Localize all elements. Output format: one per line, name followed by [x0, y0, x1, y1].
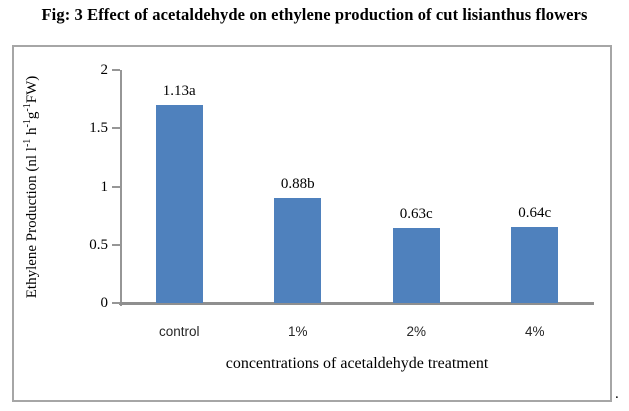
- bar-value-label: 0.63c: [399, 206, 433, 223]
- y-axis-title: Ethylene Production (nl l-1 h-1g-1FW): [22, 57, 44, 317]
- x-tick-label: control: [158, 324, 200, 339]
- superscript-text: -1: [22, 102, 33, 112]
- y-axis-title-text: FW): [24, 75, 40, 103]
- y-tick-label: 1.5: [89, 120, 108, 137]
- bar: [392, 228, 440, 303]
- bar: [511, 227, 559, 303]
- trailing-period: .: [615, 386, 619, 402]
- x-tick-label: 1%: [287, 324, 308, 339]
- x-axis-line: [119, 302, 594, 305]
- x-tick-label: 4%: [524, 324, 545, 339]
- y-tick-label: 0.5: [89, 236, 108, 253]
- y-axis-title-text: g: [24, 111, 40, 119]
- bar-value-label: 1.13a: [162, 82, 196, 99]
- x-tick-label: 2%: [406, 324, 426, 339]
- bar-value-label: 0.64c: [518, 205, 552, 222]
- chart-area: Ethylene Production (nl l-1 h-1g-1FW) co…: [12, 45, 612, 402]
- plot-area: Ethylene Production (nl l-1 h-1g-1FW) co…: [14, 47, 610, 400]
- y-axis-title-text: h: [24, 126, 40, 139]
- y-axis-line: [120, 70, 122, 306]
- superscript-text: -1: [22, 118, 33, 127]
- bar: [274, 198, 322, 303]
- y-tick-mark: [112, 302, 120, 304]
- y-tick-mark: [112, 69, 120, 71]
- y-tick-mark: [112, 185, 120, 188]
- y-tick-label: 0: [100, 295, 109, 311]
- figure-caption: Fig: 3 Effect of acetaldehyde on ethylen…: [41, 5, 588, 24]
- superscript-text: -1: [22, 138, 33, 147]
- y-tick-label: 1: [100, 178, 109, 195]
- y-tick-label: 2: [100, 62, 109, 78]
- bar: [155, 104, 203, 303]
- y-axis-title-text: Ethylene Production (nl l: [24, 146, 40, 298]
- bar-value-label: 0.88b: [280, 176, 315, 193]
- x-axis-title: concentrations of acetaldehyde treatment: [225, 355, 489, 372]
- y-tick-mark: [112, 243, 120, 246]
- y-tick-mark: [112, 127, 120, 130]
